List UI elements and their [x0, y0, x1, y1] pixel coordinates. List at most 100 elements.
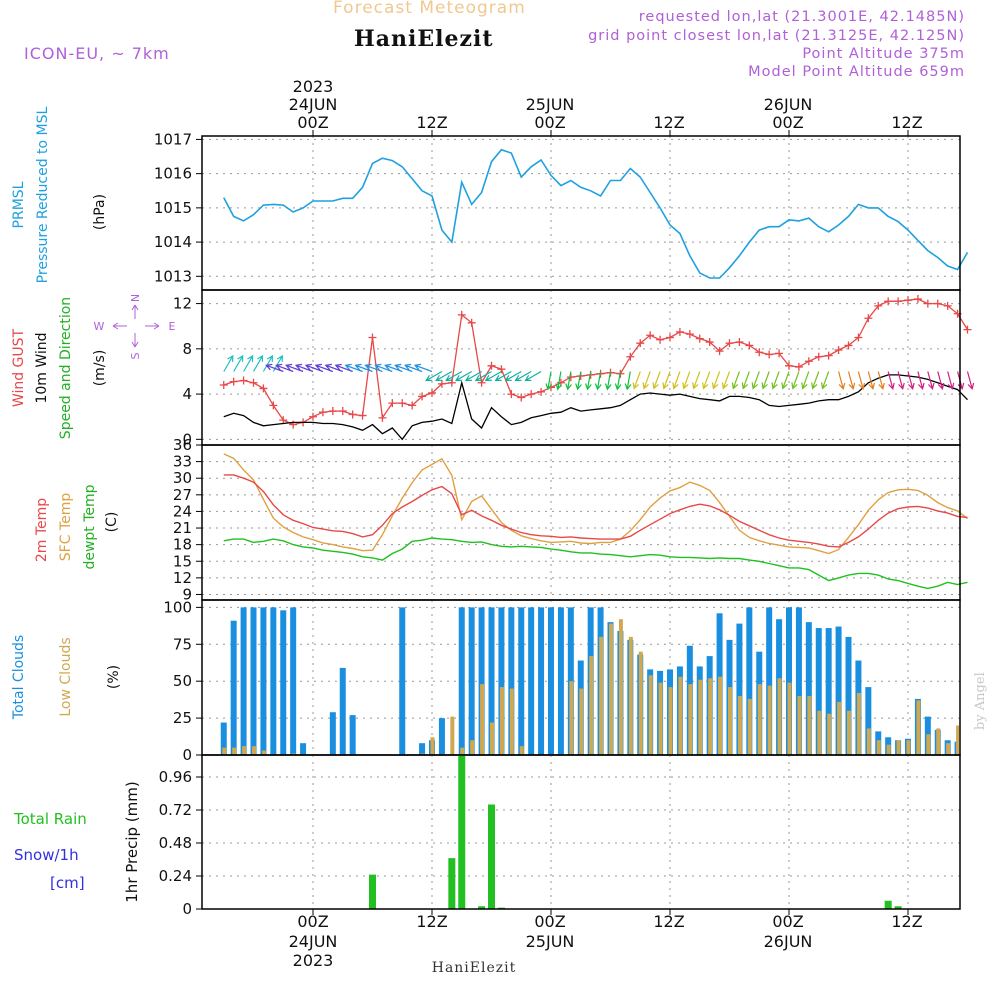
wind-gust-marker — [626, 352, 635, 361]
wind-direction-arrow — [555, 371, 562, 391]
wind-direction-arrow — [672, 371, 681, 390]
low-clouds-bar — [757, 684, 762, 755]
low-clouds-bar — [222, 747, 227, 755]
low-clouds-bar — [936, 728, 941, 755]
wind-direction-arrow — [711, 371, 721, 390]
wind-gust-marker — [398, 399, 407, 408]
wind-gust-marker — [358, 411, 367, 420]
low-clouds-bar — [926, 734, 931, 755]
total-clouds-bar — [468, 607, 475, 755]
low-clouds-bar — [599, 636, 604, 755]
y-tick-label: 75 — [173, 635, 192, 653]
wind-gust-marker — [428, 388, 436, 397]
wind-gust-marker — [834, 345, 843, 354]
temp-labels: 2m Temp SFC Temp dewpt Temp (C) — [34, 484, 120, 569]
wind-gust-marker — [537, 387, 546, 396]
total-clouds-bar — [270, 607, 277, 755]
watermark: by Angel — [973, 672, 988, 730]
compass-rose: W E N S — [94, 294, 176, 360]
top-date-label: 25JUN — [526, 95, 575, 114]
wind-direction-arrow — [445, 370, 463, 382]
snow-label: Snow/1h — [14, 846, 79, 864]
low-clouds-bar — [886, 744, 891, 755]
top-hour-label: 00Z — [772, 113, 803, 132]
low-clouds-bar — [797, 695, 802, 755]
wind-gust-marker — [338, 407, 347, 416]
y-tick-label: 1014 — [154, 233, 192, 251]
low-clouds-bar — [946, 743, 951, 755]
wind-gust-marker — [765, 350, 774, 359]
wind-speed-direction-label: Speed and Direction — [58, 297, 74, 439]
y-tick-label: 9 — [182, 585, 192, 603]
wind-direction-arrow — [524, 370, 542, 382]
y-tick-label: 100 — [163, 598, 192, 616]
wind-gust-marker — [814, 352, 823, 361]
total-clouds-bar — [290, 607, 297, 755]
grid-coords: grid point closest lon,lat (21.3125E, 42… — [588, 28, 965, 44]
point-altitude: Point Altitude 375m — [802, 46, 965, 62]
total-clouds-bar — [458, 607, 465, 755]
meteogram-title: Forecast Meteogram — [333, 0, 526, 18]
low-clouds-bar — [569, 681, 574, 755]
wind-gust-marker — [675, 327, 684, 336]
total-clouds-bar — [438, 718, 445, 755]
wind-direction-arrow — [966, 371, 975, 390]
y-tick-label: 25 — [173, 709, 192, 727]
top-time-axis: 2023 24JUN 25JUN 26JUN 00Z 12Z 00Z 12Z 0… — [289, 77, 923, 132]
low-clouds-bar — [747, 698, 752, 755]
y-tick-label: 12 — [173, 569, 192, 587]
wind-gust-marker — [844, 341, 853, 350]
wind-direction-arrow — [847, 371, 856, 390]
wind-direction-arrow — [614, 371, 622, 391]
y-tick-label: 15 — [173, 552, 192, 570]
low-clouds-bar — [242, 746, 247, 755]
low-clouds-bar — [261, 750, 266, 755]
wind-direction-arrow — [514, 370, 532, 382]
wind-gust-marker — [309, 412, 317, 421]
wind-direction-arrow — [275, 363, 294, 373]
wind-direction-arrow — [294, 363, 314, 373]
compass-arrows — [112, 304, 160, 348]
panel-frame — [201, 444, 961, 601]
low-clouds-bar — [499, 687, 504, 755]
wind-direction-arrow — [364, 363, 383, 373]
wind-direction-arrow — [334, 363, 353, 373]
wind-direction-arrow — [857, 371, 866, 390]
wind-gust-marker — [437, 379, 446, 388]
total-clouds-bar — [557, 607, 564, 755]
requested-coords: requested lon,lat (21.3001E, 42.1485N) — [638, 9, 965, 25]
bottom-hour-label: 00Z — [297, 912, 328, 931]
wind-gust-marker — [368, 333, 377, 342]
total-clouds-bar — [746, 607, 753, 755]
wind-direction-arrow — [721, 371, 731, 390]
y-tick-label: 12 — [173, 295, 192, 313]
wind-gust-marker — [408, 401, 417, 410]
temp-dewpt-label: dewpt Temp — [82, 484, 98, 569]
top-hour-label: 00Z — [534, 113, 565, 132]
y-tick-label: 8 — [182, 340, 192, 358]
wind-gust-marker — [794, 362, 803, 371]
wind-gust-marker — [854, 333, 863, 342]
wind-direction-arrow — [821, 371, 830, 390]
low-clouds-bar — [737, 695, 742, 755]
wind-direction-arrow — [624, 371, 632, 391]
total-clouds-bar — [260, 607, 267, 755]
low-clouds-bar — [777, 678, 782, 755]
low-clouds-bar — [519, 746, 524, 755]
model-label: ICON-EU, ~ 7km — [24, 44, 170, 63]
wind-gust-marker — [725, 339, 734, 348]
low-clouds-bar — [688, 684, 693, 755]
wind-direction-arrow — [791, 371, 800, 390]
wind-direction-arrow — [545, 371, 553, 391]
wind-gust-marker — [775, 349, 784, 358]
total-clouds-bar — [220, 722, 227, 755]
wind-direction-arrow — [761, 371, 770, 390]
wind-gust-marker — [259, 384, 268, 393]
total-clouds-bar — [399, 607, 406, 755]
wind-direction-arrow — [801, 371, 810, 390]
wind-10m-label: 10m Wind — [34, 332, 50, 403]
bottom-time-axis: 00Z 12Z 00Z 12Z 00Z 12Z 24JUN 25JUN 26JU… — [289, 912, 923, 970]
wind-gust-marker — [963, 325, 972, 334]
wind-panel: 0 4 8 12 — [173, 289, 975, 448]
